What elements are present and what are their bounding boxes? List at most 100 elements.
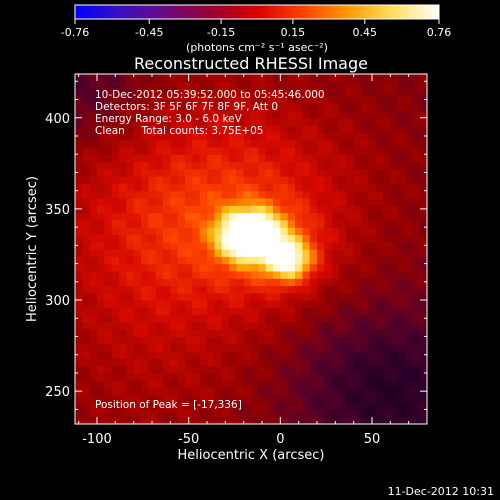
heatmap-cell	[221, 343, 230, 352]
heatmap-cell	[324, 139, 333, 148]
heatmap-cell	[89, 321, 98, 330]
heatmap-cell	[390, 219, 399, 228]
heatmap-cell	[221, 234, 230, 243]
heatmap-cell	[243, 285, 252, 294]
heatmap-cell	[133, 125, 142, 133]
heatmap-cell	[317, 176, 325, 184]
heatmap-cell	[229, 125, 237, 133]
heatmap-cell	[229, 336, 237, 345]
heatmap-cell	[280, 117, 289, 126]
heatmap-cell	[324, 314, 333, 323]
heatmap-cell	[97, 117, 105, 126]
heatmap-cell	[89, 161, 98, 170]
heatmap-cell	[390, 402, 399, 411]
heatmap-cell	[229, 263, 237, 272]
heatmap-cell	[236, 372, 245, 381]
heatmap-cell	[177, 343, 186, 352]
heatmap-cell	[177, 88, 186, 97]
heatmap-cell	[75, 81, 83, 90]
heatmap-cell	[309, 161, 318, 170]
heatmap-cell	[214, 307, 223, 316]
heatmap-cell	[419, 285, 427, 294]
heatmap-cell	[148, 117, 157, 126]
heatmap-cell	[331, 205, 340, 214]
heatmap-cell	[214, 409, 223, 418]
heatmap-cell	[177, 387, 186, 396]
heatmap-cell	[280, 197, 289, 206]
heatmap-cell	[324, 161, 333, 170]
heatmap-cell	[368, 205, 377, 214]
heatmap-cell	[82, 176, 91, 184]
heatmap-cell	[280, 387, 289, 396]
heatmap-cell	[75, 219, 83, 228]
heatmap-cell	[419, 256, 427, 265]
heatmap-cell	[236, 154, 245, 163]
heatmap-cell	[104, 278, 113, 287]
heatmap-cell	[346, 132, 355, 141]
heatmap-cell	[339, 168, 347, 177]
heatmap-cell	[133, 351, 142, 359]
heatmap-cell	[412, 110, 421, 119]
heatmap-cell	[214, 234, 223, 243]
heatmap-cell	[97, 103, 105, 112]
heatmap-cell	[148, 125, 157, 133]
heatmap-cell	[287, 205, 296, 214]
heatmap-cell	[346, 139, 355, 148]
heatmap-cell	[221, 409, 230, 418]
heatmap-cell	[82, 117, 91, 126]
heatmap-cell	[89, 110, 98, 119]
heatmap-cell	[412, 212, 421, 221]
heatmap-cell	[280, 88, 289, 97]
heatmap-cell	[133, 205, 142, 214]
heatmap-cell	[126, 154, 135, 163]
heatmap-cell	[412, 307, 421, 316]
heatmap-cell	[287, 394, 296, 403]
heatmap-cell	[214, 161, 223, 170]
heatmap-cell	[295, 249, 303, 257]
heatmap-cell	[170, 125, 179, 133]
heatmap-cell	[390, 329, 399, 338]
heatmap-cell	[192, 212, 201, 221]
heatmap-cell	[155, 234, 164, 243]
heatmap-cell	[339, 74, 347, 82]
heatmap-cell	[273, 372, 281, 381]
heatmap-cell	[97, 372, 105, 381]
heatmap-cell	[295, 88, 303, 97]
heatmap-cell	[170, 416, 179, 424]
heatmap-cell	[75, 88, 83, 97]
heatmap-cell	[199, 394, 208, 403]
heatmap-cell	[258, 372, 267, 381]
heatmap-cell	[126, 285, 135, 294]
heatmap-cell	[361, 110, 369, 119]
heatmap-cell	[104, 154, 113, 163]
heatmap-cell	[82, 241, 91, 250]
heatmap-cell	[148, 387, 157, 396]
heatmap-cell	[383, 168, 391, 177]
heatmap-cell	[214, 416, 223, 424]
heatmap-cell	[390, 146, 399, 155]
heatmap-cell	[280, 154, 289, 163]
heatmap-cell	[331, 394, 340, 403]
heatmap-cell	[419, 161, 427, 170]
heatmap-cell	[119, 88, 127, 97]
heatmap-cell	[295, 219, 303, 228]
heatmap-cell	[229, 285, 237, 294]
heatmap-cell	[170, 95, 179, 104]
heatmap-cell	[258, 336, 267, 345]
heatmap-cell	[265, 249, 274, 257]
heatmap-cell	[163, 380, 171, 389]
heatmap-cell	[141, 110, 149, 119]
heatmap-cell	[163, 110, 171, 119]
heatmap-cell	[141, 292, 149, 301]
heatmap-cell	[251, 183, 259, 192]
heatmap-cell	[170, 146, 179, 155]
heatmap-cell	[390, 300, 399, 308]
heatmap-cell	[82, 103, 91, 112]
heatmap-cell	[185, 336, 193, 345]
heatmap-cell	[273, 402, 281, 411]
heatmap-cell	[265, 227, 274, 236]
heatmap-cell	[258, 154, 267, 163]
heatmap-cell	[324, 343, 333, 352]
heatmap-cell	[361, 402, 369, 411]
heatmap-cell	[192, 125, 201, 133]
